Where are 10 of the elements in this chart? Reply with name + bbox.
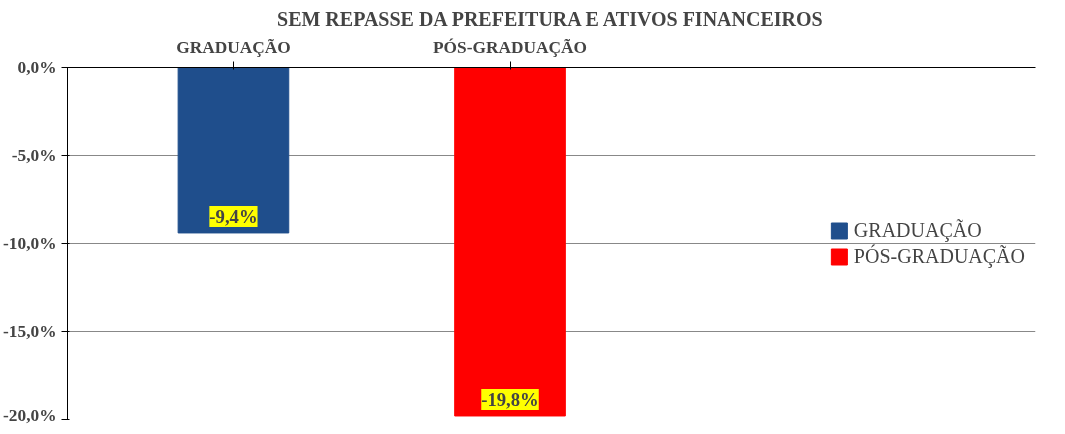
y-tick-label: 0,0% <box>17 58 57 77</box>
y-tick-label: -20,0% <box>3 405 57 425</box>
y-tick-label: -10,0% <box>3 234 57 253</box>
chart-title: SEM REPASSE DA PREFEITURA E ATIVOS FINANCEIROS <box>277 7 823 30</box>
data-label: -9,4% <box>209 205 258 227</box>
y-tick-label: -5,0% <box>11 146 57 165</box>
legend-label: GRADUAÇÃO <box>853 218 982 242</box>
y-tick-label: -15,0% <box>3 322 57 341</box>
data-label: -19,8% <box>481 388 539 410</box>
legend-label: PÓS-GRADUAÇÃO <box>853 244 1025 268</box>
